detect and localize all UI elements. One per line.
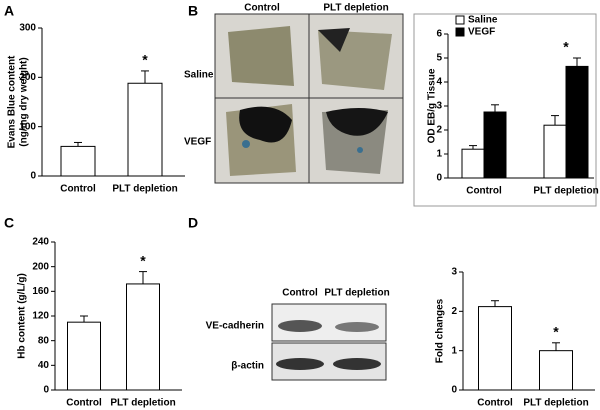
bar bbox=[127, 82, 163, 177]
bar bbox=[565, 65, 589, 179]
significance-mark: * bbox=[553, 324, 559, 340]
y-tick-label: 1 bbox=[436, 149, 442, 160]
y-tick-label: 0 bbox=[43, 385, 49, 396]
y-tick-label: 6 bbox=[436, 29, 442, 40]
photo-column-label: Control bbox=[244, 3, 280, 14]
y-tick-label: 80 bbox=[38, 335, 50, 346]
x-tick-label: Control bbox=[60, 184, 96, 195]
y-tick-label: 100 bbox=[19, 121, 36, 132]
legend-label: VEGF bbox=[468, 27, 495, 38]
error-bar bbox=[74, 141, 82, 147]
bar bbox=[539, 350, 573, 391]
y-axis-label: OD EB/g Tissue bbox=[427, 68, 438, 143]
error-bar bbox=[551, 115, 559, 126]
western-blot bbox=[271, 303, 387, 381]
error-bar bbox=[491, 104, 499, 112]
y-tick-label: 5 bbox=[436, 53, 442, 64]
y-tick-label: 2 bbox=[436, 125, 442, 136]
y-tick-label: 200 bbox=[32, 261, 49, 272]
x-tick-label: PLT depletion bbox=[523, 398, 588, 409]
x-tick-label: PLT depletion bbox=[533, 186, 598, 197]
significance-mark: * bbox=[140, 252, 146, 268]
y-tick-label: 3 bbox=[451, 267, 457, 278]
x-tick-label: PLT depletion bbox=[112, 184, 177, 195]
panel-letter: C bbox=[4, 215, 14, 231]
error-bar bbox=[469, 145, 477, 150]
blot-row-label: β-actin bbox=[231, 361, 264, 372]
y-tick-label: 120 bbox=[32, 311, 49, 322]
blot-column-label: PLT depletion bbox=[324, 288, 389, 299]
y-tick-label: 240 bbox=[32, 237, 49, 248]
significance-mark: * bbox=[563, 39, 569, 55]
y-tick-label: 40 bbox=[38, 360, 50, 371]
x-tick-label: Control bbox=[66, 398, 102, 409]
significance-mark: * bbox=[142, 52, 148, 68]
blot-column-label: Control bbox=[282, 288, 318, 299]
bar bbox=[67, 321, 101, 391]
y-axis-label: Evans Blue content bbox=[7, 55, 18, 148]
blot-row-label: VE-cadherin bbox=[206, 321, 264, 332]
y-axis-label: (ng/mg dry weight) bbox=[19, 57, 30, 146]
error-bar bbox=[80, 315, 88, 323]
y-axis-label: Fold changes bbox=[435, 298, 446, 363]
legend-swatch bbox=[455, 15, 465, 25]
y-tick-label: 1 bbox=[451, 345, 457, 356]
x-tick-label: Control bbox=[466, 186, 502, 197]
y-tick-label: 4 bbox=[436, 77, 442, 88]
panel-frame bbox=[413, 13, 597, 207]
error-bar bbox=[552, 342, 560, 351]
y-tick-label: 300 bbox=[19, 23, 36, 34]
y-tick-label: 0 bbox=[451, 385, 457, 396]
y-tick-label: 200 bbox=[19, 72, 36, 83]
error-bar bbox=[491, 300, 499, 307]
y-tick-label: 0 bbox=[436, 173, 442, 184]
bar bbox=[478, 306, 512, 391]
photo-column-label: PLT depletion bbox=[323, 3, 388, 14]
panel-letter: B bbox=[188, 3, 198, 19]
y-axis-label: Hb content (g/L/g) bbox=[17, 273, 28, 359]
y-tick-label: 0 bbox=[30, 171, 36, 182]
photo-row-label: VEGF bbox=[184, 137, 211, 148]
panel-letter: A bbox=[4, 3, 14, 19]
y-tick-label: 2 bbox=[451, 306, 457, 317]
legend-swatch bbox=[455, 27, 465, 37]
x-tick-label: Control bbox=[477, 398, 513, 409]
bar bbox=[483, 111, 507, 179]
bar bbox=[543, 124, 567, 179]
bar bbox=[126, 283, 160, 391]
x-tick-label: PLT depletion bbox=[110, 398, 175, 409]
bar bbox=[461, 148, 485, 179]
bar bbox=[60, 145, 96, 177]
y-tick-label: 3 bbox=[436, 101, 442, 112]
legend-label: Saline bbox=[468, 15, 498, 26]
y-tick-label: 160 bbox=[32, 286, 49, 297]
photo-grid bbox=[214, 13, 404, 184]
error-bar bbox=[141, 70, 149, 84]
panel-letter: D bbox=[188, 215, 198, 231]
error-bar bbox=[139, 271, 147, 284]
photo-row-label: Saline bbox=[184, 70, 214, 81]
error-bar bbox=[573, 57, 581, 67]
